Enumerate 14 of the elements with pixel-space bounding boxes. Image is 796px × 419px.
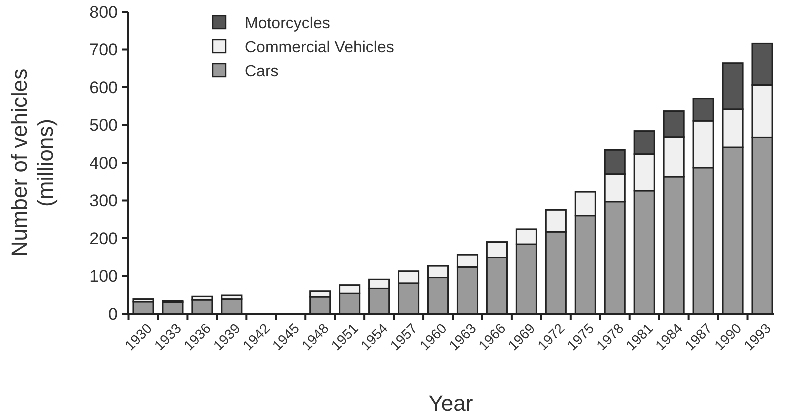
y-tick-label: 600 [90,78,118,98]
y-tick-label: 100 [90,267,118,286]
y-tick-label: 200 [90,229,118,248]
y-tick-label: 0 [108,304,118,324]
legend-label: Commercial Vehicles [245,40,394,57]
x-axis-title: Year [428,391,474,416]
y-tick-label: 400 [90,154,118,173]
y-tick-label: 300 [90,192,118,211]
y-axis-title: Number of vehicles (millions) [7,68,58,258]
y-tick-label: 700 [90,40,118,60]
legend-label: Motorcycles [245,16,330,33]
y-tick-label: 800 [90,2,118,22]
y-tick-label: 500 [90,116,118,136]
legend-label: Cars [245,64,279,81]
